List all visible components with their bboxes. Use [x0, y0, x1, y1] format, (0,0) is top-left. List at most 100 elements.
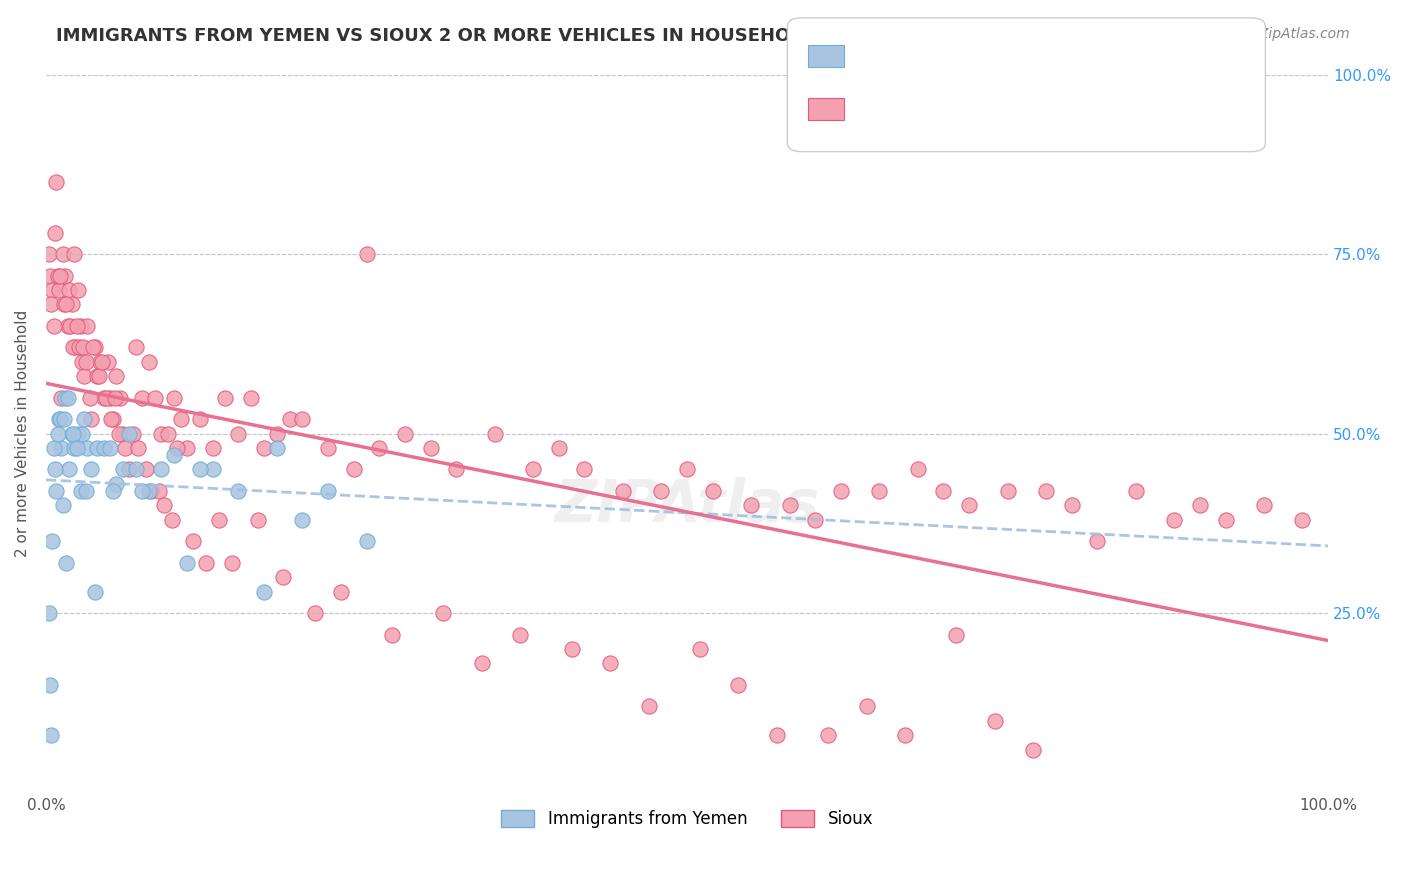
Point — [135, 462, 157, 476]
Point — [105, 369, 128, 384]
Point — [509, 628, 531, 642]
Point — [45, 175, 67, 189]
Point — [38, 247, 60, 261]
Point — [830, 483, 852, 498]
Point — [150, 462, 173, 476]
Point — [804, 513, 827, 527]
Point — [93, 391, 115, 405]
Point — [49, 268, 72, 283]
Point — [278, 412, 301, 426]
Point — [291, 412, 314, 426]
Point — [118, 462, 141, 476]
Point — [1253, 499, 1275, 513]
Point — [1125, 483, 1147, 498]
Point — [471, 657, 494, 671]
Text: ZIPAtlas: ZIPAtlas — [554, 477, 820, 534]
Point — [1035, 483, 1057, 498]
Point — [419, 441, 441, 455]
Point — [49, 412, 72, 426]
Point — [58, 283, 80, 297]
Point — [66, 441, 89, 455]
Point — [894, 728, 917, 742]
Point — [80, 412, 103, 426]
Point — [166, 441, 188, 455]
Point — [637, 699, 659, 714]
Point — [150, 426, 173, 441]
Point — [76, 441, 98, 455]
Point — [114, 441, 136, 455]
Point — [52, 499, 75, 513]
Point — [38, 268, 60, 283]
Point — [356, 247, 378, 261]
Point — [138, 483, 160, 498]
Point — [52, 247, 75, 261]
Point — [118, 426, 141, 441]
Point — [779, 499, 801, 513]
Point — [253, 584, 276, 599]
Point — [561, 642, 583, 657]
Point — [266, 441, 288, 455]
Point — [79, 391, 101, 405]
Point — [96, 391, 118, 405]
Point — [51, 441, 73, 455]
Point — [160, 513, 183, 527]
Point — [176, 441, 198, 455]
Point — [101, 412, 124, 426]
Point — [69, 483, 91, 498]
Point — [574, 462, 596, 476]
Point — [169, 412, 191, 426]
Point — [1215, 513, 1237, 527]
Point — [41, 534, 63, 549]
Text: R = -0.060   N = 50: R = -0.060 N = 50 — [830, 45, 1007, 62]
Point — [39, 728, 62, 742]
Point — [66, 318, 89, 333]
Point — [70, 355, 93, 369]
Point — [62, 426, 84, 441]
Point — [60, 297, 83, 311]
Point — [42, 441, 65, 455]
Point — [188, 462, 211, 476]
Point — [932, 483, 955, 498]
Point — [689, 642, 711, 657]
Point — [66, 283, 89, 297]
Point — [105, 476, 128, 491]
Point — [76, 318, 98, 333]
Point — [72, 340, 94, 354]
Point — [343, 462, 366, 476]
Point — [125, 340, 148, 354]
Point — [997, 483, 1019, 498]
Point — [89, 355, 111, 369]
Point — [176, 556, 198, 570]
Point — [304, 606, 326, 620]
Point — [612, 483, 634, 498]
Point — [44, 226, 66, 240]
Point — [547, 441, 569, 455]
Point — [82, 340, 104, 354]
Point — [156, 426, 179, 441]
Point — [740, 499, 762, 513]
Point — [98, 391, 121, 405]
Point — [676, 462, 699, 476]
Point — [127, 441, 149, 455]
Point — [83, 584, 105, 599]
Point — [195, 556, 218, 570]
Point — [73, 412, 96, 426]
Point — [69, 318, 91, 333]
Point — [381, 628, 404, 642]
Point — [368, 441, 391, 455]
Point — [765, 728, 787, 742]
Point — [48, 283, 70, 297]
Point — [73, 369, 96, 384]
Point — [46, 426, 69, 441]
Point — [63, 441, 86, 455]
Text: Source: ZipAtlas.com: Source: ZipAtlas.com — [1202, 27, 1350, 41]
Point — [868, 483, 890, 498]
Text: R = -0.587   N = 135: R = -0.587 N = 135 — [830, 98, 1018, 116]
Point — [45, 483, 67, 498]
Point — [188, 412, 211, 426]
Point — [138, 355, 160, 369]
Point — [240, 391, 263, 405]
Point — [110, 391, 132, 405]
Point — [41, 283, 63, 297]
Point — [48, 412, 70, 426]
